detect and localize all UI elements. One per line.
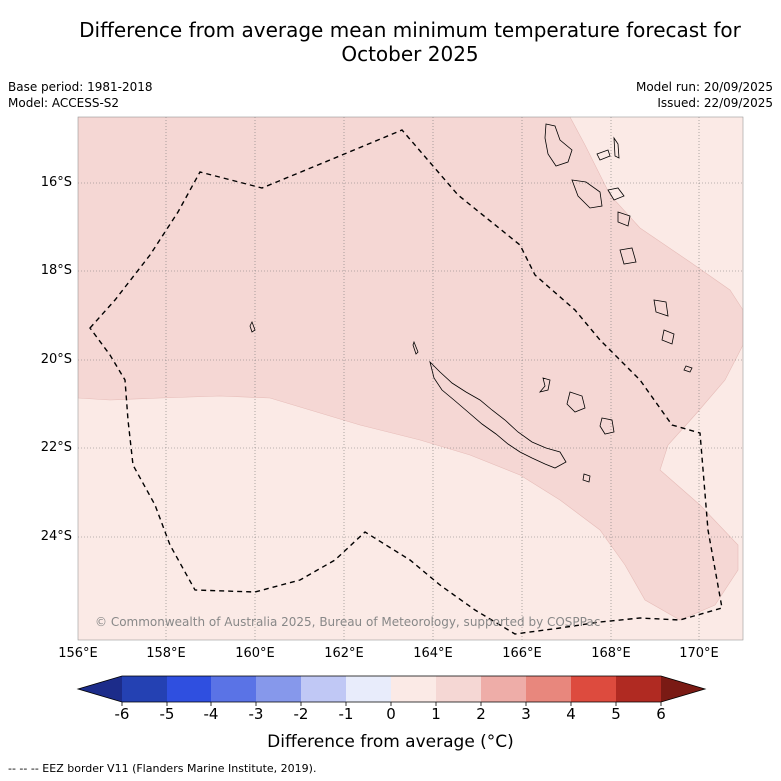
model-name: Model: ACCESS-S2 (8, 96, 120, 110)
vanuatu-ambae (596, 149, 611, 161)
issued-date: Issued: 22/09/2025 (657, 96, 773, 110)
lon-label-162e: 162°E (324, 646, 364, 661)
colorbar-bin-p3 (526, 676, 571, 702)
vanuatu-pentecost (607, 187, 625, 201)
colorbar-tick-p6: 6 (656, 705, 666, 723)
copyright-notice: © Commonwealth of Australia 2025, Bureau… (95, 615, 600, 629)
colorbar-tick-m5: -5 (159, 705, 175, 723)
colorbar-bin-m3 (256, 676, 301, 702)
colorbar-bin-m4 (211, 676, 256, 702)
colorbar-tick-m6: -6 (114, 705, 130, 723)
colorbar-tick-m3: -3 (248, 705, 264, 723)
chart-title: Difference from average mean minimum tem… (0, 18, 781, 66)
coastlines (249, 123, 693, 483)
colorbar-bin-p1 (436, 676, 481, 702)
metadata-right: Model run: 20/09/2025 Issued: 22/09/2025 (636, 79, 773, 111)
vanuatu-erromango (619, 247, 637, 265)
lon-label-160e: 160°E (235, 646, 275, 661)
lat-label-22s: 22°S (40, 440, 72, 455)
vanuatu-espiritu-santo (544, 123, 573, 167)
colorbar-bin-p2 (481, 676, 526, 702)
matthew-island (683, 365, 693, 373)
colorbar-tick-p5: 5 (611, 705, 621, 723)
colorbar-bin-p0 (391, 676, 436, 702)
colorbar-tick-p1: 1 (431, 705, 441, 723)
colorbar-tick-p4: 4 (566, 705, 576, 723)
colorbar-bin-p5 (616, 676, 661, 702)
colorbar-bin-p4 (571, 676, 616, 702)
colorbar-tick-p2: 2 (476, 705, 486, 723)
new-caledonia-grande-terre (429, 360, 567, 469)
lat-label-16s: 16°S (40, 175, 72, 190)
lon-label-156e: 156°E (58, 646, 98, 661)
lon-label-170e: 170°E (679, 646, 719, 661)
lon-label-158e: 158°E (146, 646, 186, 661)
vanuatu-malekula (571, 179, 603, 209)
lon-label-164e: 164°E (413, 646, 453, 661)
colorbar-tick-m1: -1 (338, 705, 354, 723)
map-frame (77, 116, 744, 641)
colorbar-extend-high (661, 676, 705, 702)
vanuatu-efate (617, 211, 631, 227)
colorbar-tick-m4: -4 (203, 705, 219, 723)
loyalty-mare (599, 417, 615, 435)
loyalty-lifou (566, 391, 586, 413)
eez-footnote: -- -- -- EEZ border V11 (Flanders Marine… (8, 762, 317, 775)
colorbar-extend-low (78, 676, 122, 702)
colorbar-title: Difference from average (°C) (267, 732, 514, 752)
lon-label-168e: 168°E (591, 646, 631, 661)
colorbar-tick-m2: -2 (293, 705, 309, 723)
graticule (78, 117, 743, 640)
colorbar-bin-m2 (301, 676, 346, 702)
metadata-left: Base period: 1981-2018 Model: ACCESS-S2 (8, 79, 153, 111)
colorbar-tick-p3: 3 (521, 705, 531, 723)
colorbar-bin-m5 (167, 676, 211, 702)
chesterfield-reef (249, 321, 256, 333)
vanuatu-tanna (653, 299, 669, 317)
anomaly-band-1-2 (78, 117, 743, 621)
loyalty-ouvea (538, 377, 551, 393)
colorbar (76, 675, 707, 706)
title-line-2: October 2025 (341, 42, 479, 66)
colorbar-tick-0: 0 (386, 705, 396, 723)
lon-label-166e: 166°E (502, 646, 542, 661)
lat-label-18s: 18°S (40, 263, 72, 278)
isle-of-pines (582, 473, 591, 483)
lat-label-20s: 20°S (40, 352, 72, 367)
lat-label-24s: 24°S (40, 529, 72, 544)
colorbar-bin-m6 (122, 676, 167, 702)
model-run: Model run: 20/09/2025 (635, 80, 773, 94)
colorbar-bin-m1 (346, 676, 391, 702)
belep-islands (412, 340, 419, 355)
title-line-1: Difference from average mean minimum tem… (79, 18, 741, 42)
eez-border (89, 129, 723, 635)
vanuatu-maewo (613, 136, 620, 159)
base-period: Base period: 1981-2018 (8, 80, 153, 94)
vanuatu-aneityum (661, 329, 675, 345)
